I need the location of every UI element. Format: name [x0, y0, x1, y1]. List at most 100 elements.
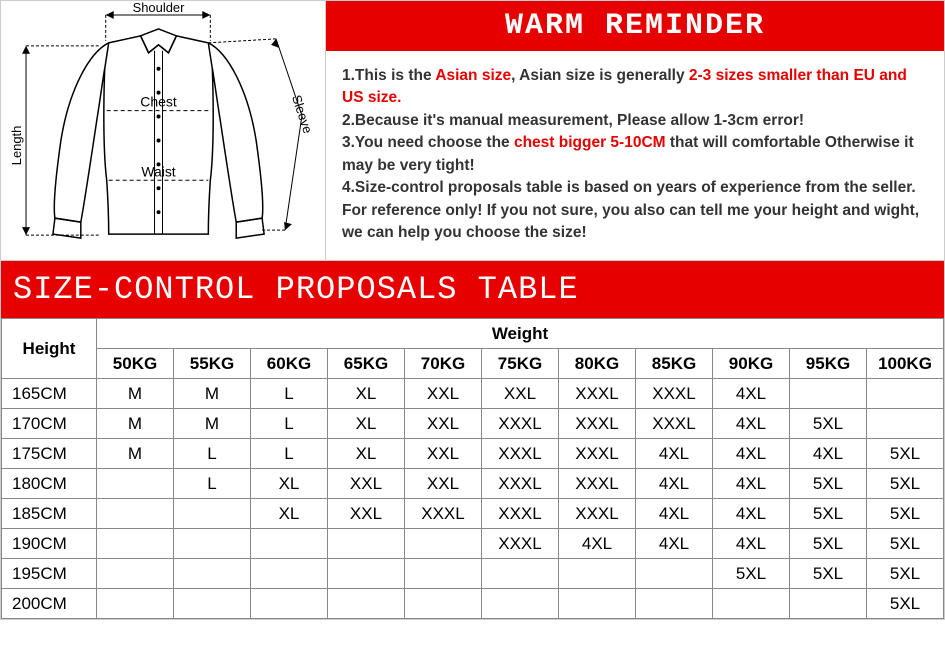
size-cell: XXL	[405, 439, 482, 469]
size-cell: XL	[328, 439, 405, 469]
size-cell	[328, 589, 405, 619]
size-cell: L	[174, 469, 251, 499]
top-row: Shoulder Length	[1, 1, 944, 261]
table-title: SIZE-CONTROL PROPOSALS TABLE	[1, 261, 944, 318]
th-weight-col: 80KG	[559, 349, 636, 379]
size-cell: XXL	[328, 469, 405, 499]
th-weight-col: 55KG	[174, 349, 251, 379]
size-cell: XL	[328, 409, 405, 439]
size-cell	[405, 559, 482, 589]
size-cell: 5XL	[790, 529, 867, 559]
size-cell	[790, 379, 867, 409]
size-cell	[636, 559, 713, 589]
size-table: Height Weight 50KG55KG60KG65KG70KG75KG80…	[1, 318, 944, 619]
size-cell: 5XL	[867, 499, 944, 529]
size-cell	[97, 469, 174, 499]
size-cell	[251, 529, 328, 559]
shirt-svg: Shoulder Length	[1, 1, 325, 260]
table-row: 190CMXXXL4XL4XL4XL5XL5XL	[2, 529, 944, 559]
row-height: 180CM	[2, 469, 97, 499]
th-weight-col: 100KG	[867, 349, 944, 379]
th-weight-col: 90KG	[713, 349, 790, 379]
row-height: 200CM	[2, 589, 97, 619]
reminder-line-1: 1.This is the Asian size, Asian size is …	[342, 65, 928, 110]
size-cell: XL	[251, 469, 328, 499]
size-cell: XXXL	[559, 409, 636, 439]
table-row: 195CM5XL5XL5XL	[2, 559, 944, 589]
label-waist: Waist	[141, 163, 175, 179]
table-row: 200CM5XL	[2, 589, 944, 619]
size-cell: 5XL	[867, 529, 944, 559]
size-cell: 4XL	[713, 529, 790, 559]
size-cell	[251, 589, 328, 619]
th-weight-col: 65KG	[328, 349, 405, 379]
size-cell	[867, 409, 944, 439]
th-weight-col: 70KG	[405, 349, 482, 379]
row-height: 165CM	[2, 379, 97, 409]
th-weight-col: 75KG	[482, 349, 559, 379]
table-row: 180CMLXLXXLXXLXXXLXXXL4XL4XL5XL5XL	[2, 469, 944, 499]
size-cell: L	[251, 379, 328, 409]
table-row: 175CMMLLXLXXLXXXLXXXL4XL4XL4XL5XL	[2, 439, 944, 469]
size-cell: 4XL	[636, 499, 713, 529]
reminder-header: WARM REMINDER	[326, 1, 944, 51]
label-length: Length	[9, 126, 24, 166]
size-cell: 4XL	[713, 379, 790, 409]
size-cell	[174, 499, 251, 529]
size-cell: XXXL	[482, 499, 559, 529]
size-cell	[97, 529, 174, 559]
size-cell: XXL	[405, 379, 482, 409]
table-row: 165CMMMLXLXXLXXLXXXLXXXL4XL	[2, 379, 944, 409]
size-cell	[97, 499, 174, 529]
size-cell: XXXL	[559, 499, 636, 529]
size-cell: XXXL	[559, 379, 636, 409]
size-cell	[559, 589, 636, 619]
reminder-box: WARM REMINDER 1.This is the Asian size, …	[326, 1, 944, 260]
reminder-line-4: 4.Size-control proposals table is based …	[342, 177, 928, 244]
size-cell: XXXL	[482, 469, 559, 499]
size-cell	[328, 559, 405, 589]
size-cell: 4XL	[559, 529, 636, 559]
reminder-body: 1.This is the Asian size, Asian size is …	[326, 51, 944, 255]
size-cell: M	[97, 379, 174, 409]
reminder-line-3: 3.You need choose the chest bigger 5-10C…	[342, 132, 928, 177]
size-cell: XL	[328, 379, 405, 409]
size-cell: 4XL	[713, 409, 790, 439]
reminder-line-2: 2.Because it's manual measurement, Pleas…	[342, 110, 928, 132]
row-height: 175CM	[2, 439, 97, 469]
th-weight: Weight	[97, 319, 944, 349]
size-cell: XXL	[482, 379, 559, 409]
size-cell: 5XL	[790, 499, 867, 529]
size-cell	[174, 529, 251, 559]
th-weight-col: 95KG	[790, 349, 867, 379]
table-row: 185CMXLXXLXXXLXXXLXXXL4XL4XL5XL5XL	[2, 499, 944, 529]
size-cell	[174, 589, 251, 619]
size-cell	[713, 589, 790, 619]
size-cell	[97, 559, 174, 589]
size-cell	[251, 559, 328, 589]
th-weight-col: 85KG	[636, 349, 713, 379]
size-cell	[328, 529, 405, 559]
row-height: 185CM	[2, 499, 97, 529]
th-height: Height	[2, 319, 97, 379]
size-cell: L	[174, 439, 251, 469]
size-cell: XXXL	[482, 409, 559, 439]
weight-header-row: 50KG55KG60KG65KG70KG75KG80KG85KG90KG95KG…	[2, 349, 944, 379]
size-cell: 4XL	[790, 439, 867, 469]
size-cell	[482, 589, 559, 619]
size-cell: XXXL	[559, 439, 636, 469]
size-cell: 5XL	[790, 409, 867, 439]
size-cell	[867, 379, 944, 409]
th-weight-col: 60KG	[251, 349, 328, 379]
row-height: 190CM	[2, 529, 97, 559]
size-cell: 4XL	[636, 529, 713, 559]
size-cell: 4XL	[713, 439, 790, 469]
size-cell: M	[174, 379, 251, 409]
size-cell: XXXL	[482, 529, 559, 559]
row-height: 170CM	[2, 409, 97, 439]
size-cell	[790, 589, 867, 619]
size-cell: 5XL	[790, 469, 867, 499]
size-cell: XXL	[405, 409, 482, 439]
th-weight-col: 50KG	[97, 349, 174, 379]
size-cell: XXL	[405, 469, 482, 499]
